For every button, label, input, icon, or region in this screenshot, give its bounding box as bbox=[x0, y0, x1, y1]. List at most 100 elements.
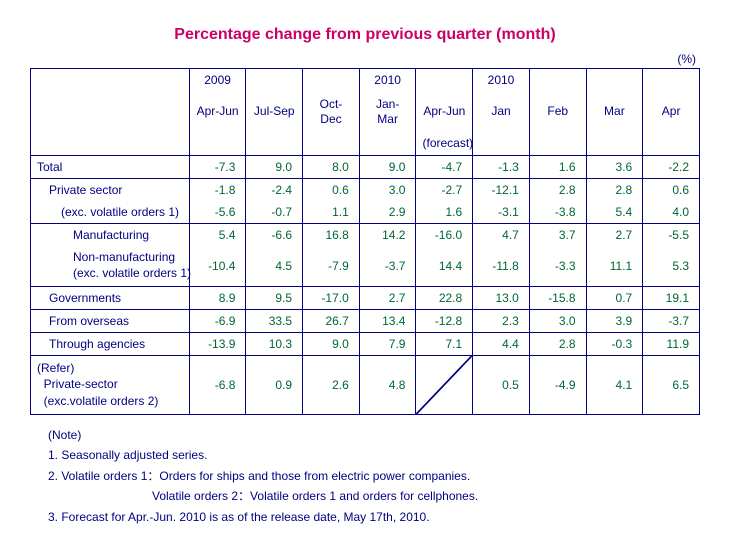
cell-value: 8.0 bbox=[303, 156, 360, 179]
cell-value: -11.8 bbox=[473, 246, 530, 286]
cell-value: 7.1 bbox=[416, 332, 473, 355]
note-heading: (Note) bbox=[48, 425, 700, 445]
cell-value: 3.0 bbox=[359, 179, 416, 202]
cell-value: 4.4 bbox=[473, 332, 530, 355]
cell-value: 3.9 bbox=[586, 309, 643, 332]
cell-value: 5.4 bbox=[189, 224, 246, 247]
cell-value: 2.7 bbox=[359, 286, 416, 309]
cell-value: -15.8 bbox=[529, 286, 586, 309]
cell-value: 2.8 bbox=[529, 332, 586, 355]
cell-value: -13.9 bbox=[189, 332, 246, 355]
row-label: From overseas bbox=[31, 309, 190, 332]
cell-value: 11.9 bbox=[643, 332, 700, 355]
hdr-c5: Jan bbox=[473, 93, 530, 132]
cell-value: -12.8 bbox=[416, 309, 473, 332]
cell-value: -0.3 bbox=[586, 332, 643, 355]
note-1: 1. Seasonally adjusted series. bbox=[48, 445, 700, 465]
table-header: 2009 2010 2010 Apr-Jun Jul-Sep Oct-Dec J… bbox=[31, 69, 700, 156]
cell-value: 0.5 bbox=[473, 355, 530, 414]
cell-value: 4.0 bbox=[643, 201, 700, 224]
cell-value: 16.8 bbox=[303, 224, 360, 247]
cell-value: 6.5 bbox=[643, 355, 700, 414]
cell-value: 4.8 bbox=[359, 355, 416, 414]
cell-value: -1.3 bbox=[473, 156, 530, 179]
page-title: Percentage change from previous quarter … bbox=[30, 26, 700, 44]
cell-value: 3.7 bbox=[529, 224, 586, 247]
note-2b: Volatile orders 2：Volatile orders 1 and … bbox=[152, 486, 700, 506]
cell-value: 0.7 bbox=[586, 286, 643, 309]
cell-value: 10.3 bbox=[246, 332, 303, 355]
cell-value: -3.7 bbox=[643, 309, 700, 332]
hdr-c8: Apr bbox=[643, 93, 700, 132]
hdr-c4: Apr-Jun bbox=[416, 93, 473, 132]
cell-value: -7.3 bbox=[189, 156, 246, 179]
cell-value: 7.9 bbox=[359, 332, 416, 355]
cell-value: -4.9 bbox=[529, 355, 586, 414]
cell-value: 5.4 bbox=[586, 201, 643, 224]
cell-value: -3.1 bbox=[473, 201, 530, 224]
row-label: Manufacturing bbox=[31, 224, 190, 247]
hdr-2010m: 2010 bbox=[473, 69, 530, 93]
cell-value: -7.9 bbox=[303, 246, 360, 286]
cell-value: -3.3 bbox=[529, 246, 586, 286]
cell-value: 3.6 bbox=[586, 156, 643, 179]
row-label: Non-manufacturing(exc. volatile orders 1… bbox=[31, 246, 190, 286]
cell-value: 13.0 bbox=[473, 286, 530, 309]
cell-value: 2.7 bbox=[586, 224, 643, 247]
cell-value: 33.5 bbox=[246, 309, 303, 332]
cell-value: 4.5 bbox=[246, 246, 303, 286]
cell-value: 0.9 bbox=[246, 355, 303, 414]
cell-value: -0.7 bbox=[246, 201, 303, 224]
cell-value: -17.0 bbox=[303, 286, 360, 309]
cell-value: -5.6 bbox=[189, 201, 246, 224]
hdr-2010q: 2010 bbox=[359, 69, 416, 93]
cell-value: 9.0 bbox=[246, 156, 303, 179]
cell-value: 0.6 bbox=[303, 179, 360, 202]
row-label: (Refer) Private-sector (exc.volatile ord… bbox=[31, 355, 190, 414]
cell-value: 8.9 bbox=[189, 286, 246, 309]
row-label: Governments bbox=[31, 286, 190, 309]
cell-value: 19.1 bbox=[643, 286, 700, 309]
hdr-c1: Jul-Sep bbox=[246, 93, 303, 132]
cell-value: -1.8 bbox=[189, 179, 246, 202]
cell-value: 2.6 bbox=[303, 355, 360, 414]
cell-value: 14.4 bbox=[416, 246, 473, 286]
cell-value: -6.9 bbox=[189, 309, 246, 332]
cell-value: -6.6 bbox=[246, 224, 303, 247]
cell-value: 2.3 bbox=[473, 309, 530, 332]
cell-value: -3.8 bbox=[529, 201, 586, 224]
cell-value: -2.2 bbox=[643, 156, 700, 179]
cell-value: 9.5 bbox=[246, 286, 303, 309]
note-3: 3. Forecast for Apr.-Jun. 2010 is as of … bbox=[48, 507, 700, 527]
row-label: Private sector bbox=[31, 179, 190, 202]
hdr-c3: Jan-Mar bbox=[359, 93, 416, 132]
cell-value: -3.7 bbox=[359, 246, 416, 286]
table-body: Total-7.39.08.09.0-4.7-1.31.63.6-2.2Priv… bbox=[31, 156, 700, 415]
cell-value: 1.6 bbox=[529, 156, 586, 179]
cell-value: -2.4 bbox=[246, 179, 303, 202]
notes-block: (Note) 1. Seasonally adjusted series. 2.… bbox=[48, 425, 700, 527]
cell-value: 4.1 bbox=[586, 355, 643, 414]
cell-value: -10.4 bbox=[189, 246, 246, 286]
cell-value: 26.7 bbox=[303, 309, 360, 332]
hdr-c2: Oct-Dec bbox=[303, 93, 360, 132]
row-label: Total bbox=[31, 156, 190, 179]
cell-value: -12.1 bbox=[473, 179, 530, 202]
cell-value: 13.4 bbox=[359, 309, 416, 332]
hdr-forecast: (forecast) bbox=[416, 132, 473, 156]
cell-value: 3.0 bbox=[529, 309, 586, 332]
cell-value: 2.8 bbox=[586, 179, 643, 202]
cell-value: 11.1 bbox=[586, 246, 643, 286]
cell-value: 22.8 bbox=[416, 286, 473, 309]
hdr-c0: Apr-Jun bbox=[189, 93, 246, 132]
cell-value: -16.0 bbox=[416, 224, 473, 247]
data-table: 2009 2010 2010 Apr-Jun Jul-Sep Oct-Dec J… bbox=[30, 68, 700, 415]
cell-value: 9.0 bbox=[303, 332, 360, 355]
cell-value: 1.6 bbox=[416, 201, 473, 224]
unit-label: (%) bbox=[30, 52, 696, 66]
cell-value: 9.0 bbox=[359, 156, 416, 179]
cell-value: -4.7 bbox=[416, 156, 473, 179]
cell-value: 4.7 bbox=[473, 224, 530, 247]
row-label: (exc. volatile orders 1) bbox=[31, 201, 190, 224]
hdr-c6: Feb bbox=[529, 93, 586, 132]
